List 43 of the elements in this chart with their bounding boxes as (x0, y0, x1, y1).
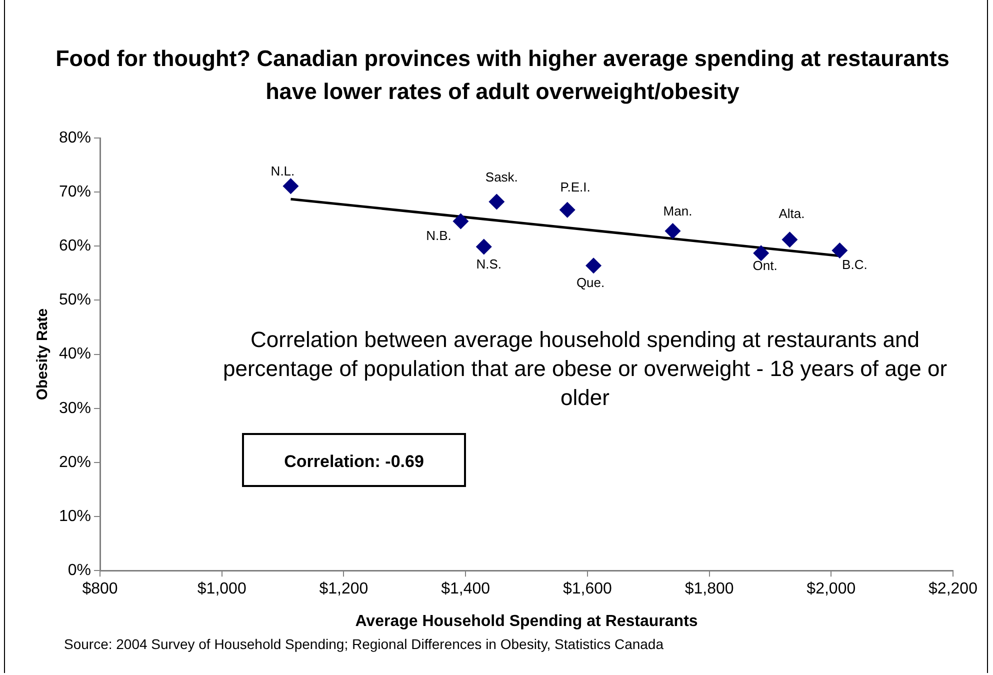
source-note: Source: 2004 Survey of Household Spending; Regional Differences in Obesity, Statistics Canada (64, 636, 664, 652)
y-tick-label: 0% (68, 562, 92, 580)
data-label: N.L. (270, 164, 295, 179)
x-tick-label: $1,400 (441, 580, 490, 598)
y-tick-label: 70% (58, 183, 92, 200)
data-label: Alta. (778, 206, 805, 222)
y-axis-title: Obesity Rate (34, 308, 52, 400)
y-tick-label: 40% (58, 346, 92, 363)
x-tick-label: $1,800 (684, 580, 734, 598)
data-label: Que. (576, 275, 605, 290)
x-tick-label: $1,000 (197, 580, 246, 598)
x-tick-label: $1,600 (562, 580, 612, 598)
chart-title: Food for thought? Canadian provinces with higher average spending at restaurants have lower rates of adult overweight/obesity (54, 45, 950, 106)
point (586, 258, 602, 274)
x-tick-label: $2,200 (928, 580, 978, 598)
point (452, 213, 469, 230)
data-label: Ont. (752, 258, 778, 273)
annotation: Correlation: -0.69 (242, 433, 466, 487)
y-tick-label: 60% (58, 238, 92, 255)
y-tick-label: 80% (58, 129, 92, 146)
data-label: N.B. (426, 228, 452, 243)
x-tick-label: $800 (82, 580, 118, 598)
y-tick-label: 20% (58, 454, 92, 471)
y-tick-label: 50% (58, 292, 92, 309)
data-label: Sask. (485, 169, 518, 184)
point (488, 194, 505, 210)
y-tick-label: 10% (58, 508, 92, 525)
point (282, 178, 299, 194)
annotation: Correlation between average household spending at restaurants and percentage of population that are obese or overweight - 18 years of age or older (222, 326, 948, 412)
data-label: P.E.I. (560, 180, 590, 194)
point (832, 242, 848, 258)
point (782, 232, 798, 248)
x-tick-label: $2,000 (806, 580, 856, 598)
data-label: B.C. (842, 257, 868, 272)
point (664, 223, 681, 240)
point (753, 245, 770, 262)
data-label: N.S. (476, 256, 502, 272)
x-axis-title: Average Household Spending at Restaurants (355, 612, 698, 630)
x-tick-label: $1,200 (319, 580, 368, 598)
point (559, 202, 576, 218)
data-label: Man. (663, 204, 692, 219)
point (476, 238, 492, 255)
y-tick-label: 30% (58, 400, 92, 417)
